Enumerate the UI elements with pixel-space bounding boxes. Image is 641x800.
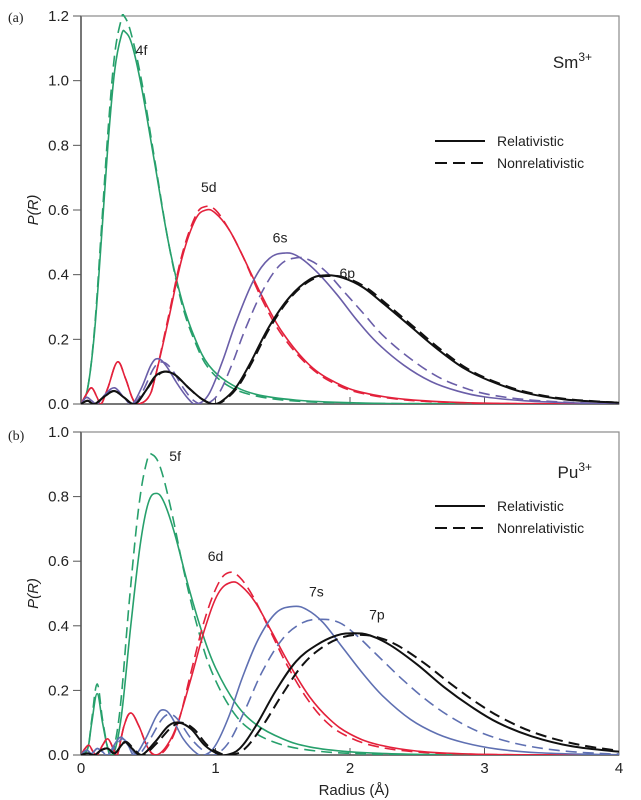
y-tick-label: 0.8 [48,137,69,154]
series-line-6d-nonrelativistic [81,571,619,755]
panel-label: (b) [8,429,25,444]
series-line-7p-nonrelativistic [81,633,619,755]
series-line-4f-nonrelativistic [81,14,619,404]
y-tick-label: 0.0 [48,396,69,413]
legend: Relativistic Nonrelativistic [435,133,584,171]
ion-charge: 3+ [578,50,592,64]
series-line-6s-relativistic [81,252,619,404]
ion-symbol: Sm [553,53,579,72]
ion-charge: 3+ [578,460,592,474]
x-tick-label: 2 [346,760,354,777]
legend-label: Nonrelativistic [497,520,584,536]
y-axis-title: P(R) [25,578,42,609]
y-tick-label: 1.0 [48,424,69,441]
y-tick-label: 1.2 [48,8,69,25]
ion-label: Pu3+ [558,460,592,482]
y-tick-label: 0.4 [48,618,69,635]
x-axis-title: Radius (Å) [319,782,390,799]
ion-symbol: Pu [558,463,579,482]
series-line-6d-relativistic [81,581,619,755]
curve-label-6p: 6p [340,265,356,281]
curve-label-7s: 7s [309,584,324,600]
panel-b: 0.0 0.2 0.4 0.6 0.8 1.0 0 1 2 3 4 Radius (Å) P(R) (b)… [8,424,623,799]
series-line-7s-relativistic [81,605,619,755]
curve-label-5f: 5f [169,448,181,464]
plot-frame [80,431,620,756]
x-tick-label: 3 [480,760,488,777]
curve-label-6s: 6s [273,229,288,245]
y-tick-label: 0.2 [48,682,69,699]
y-tick-label: 1.0 [48,73,69,90]
series-line-5d-relativistic [81,208,619,404]
ion-label: Sm3+ [553,50,592,72]
legend-label: Nonrelativistic [497,155,584,171]
curve-label-7p: 7p [369,606,385,622]
series-group [81,14,619,404]
curve-label-6d: 6d [208,548,224,564]
curve-label-5d: 5d [201,179,217,195]
y-axis-title: P(R) [25,195,42,226]
y-tick-label: 0.2 [48,331,69,348]
y-tick-label: 0.4 [48,267,69,284]
series-line-6p-relativistic [81,274,619,404]
x-tick-label: 4 [615,760,623,777]
series-line-6p-nonrelativistic [81,274,619,404]
legend-label: Relativistic [497,498,564,514]
plot-frame [80,15,620,405]
curve-label-4f: 4f [136,42,148,58]
y-tick-label: 0.8 [48,489,69,506]
panel-a: 0.0 0.2 0.4 0.6 0.8 1.0 1.2 P(R) (a) Sm3+ Relativi… [8,8,620,413]
y-tick-label: 0.6 [48,553,69,570]
y-tick-label: 0.6 [48,202,69,219]
series-group [81,452,619,755]
legend-label: Relativistic [497,133,564,149]
legend: Relativistic Nonrelativistic [435,498,584,536]
series-line-7s-nonrelativistic [81,618,619,755]
series-line-5f-relativistic [81,492,619,755]
y-tick-label: 0.0 [48,747,69,764]
series-line-5d-nonrelativistic [81,205,619,404]
series-line-5f-nonrelativistic [81,452,619,755]
x-tick-label: 0 [77,760,85,777]
x-tick-label: 1 [211,760,219,777]
panel-label: (a) [8,11,24,26]
